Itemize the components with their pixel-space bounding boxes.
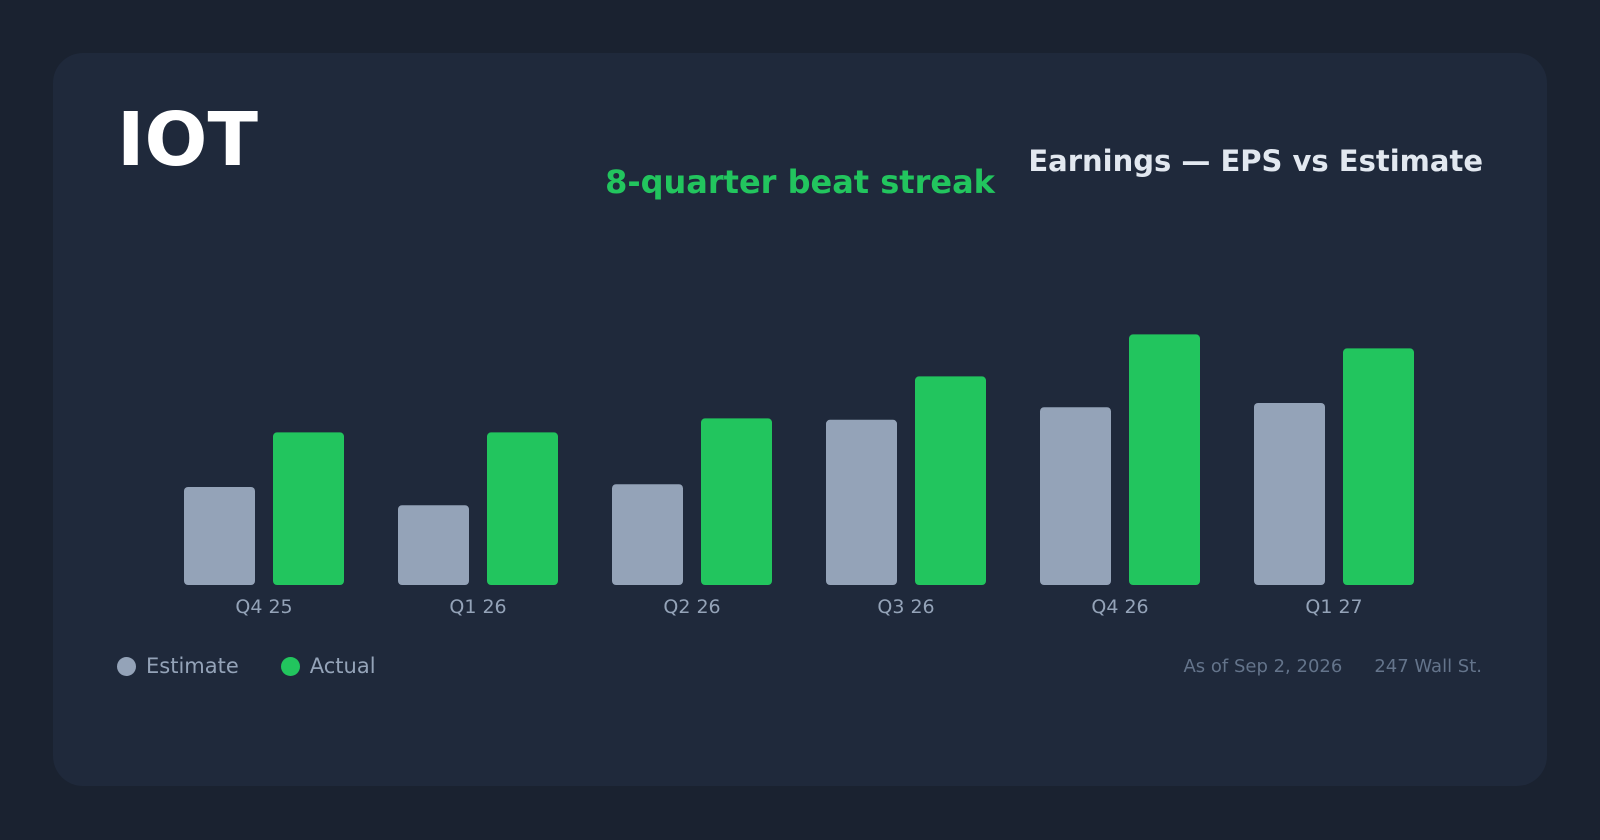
legend-swatch-actual <box>280 656 300 676</box>
chart-footer: As of Sep 2, 2026 247 Wall St. <box>1183 656 1482 677</box>
x-tick-label: Q1 27 <box>1305 596 1362 618</box>
x-tick-label: Q3 26 <box>877 596 934 618</box>
chart-legend: Estimate Actual <box>117 654 418 678</box>
bar-estimate-q1-27 <box>1254 403 1325 585</box>
x-tick-label: Q4 26 <box>1091 596 1148 618</box>
chart-title: Earnings — EPS vs Estimate <box>1028 144 1483 178</box>
legend-swatch-estimate <box>117 656 136 676</box>
ticker-symbol: IOT <box>117 97 258 183</box>
x-tick-label: Q4 25 <box>235 596 292 618</box>
bar-estimate-q2-26 <box>612 484 683 585</box>
chart-subtitle: 8-quarter beat streak <box>605 163 995 201</box>
bar-actual-q4-26 <box>1129 334 1200 585</box>
legend-label-actual: Actual <box>309 654 376 678</box>
bar-estimate-q4-26 <box>1040 407 1111 585</box>
bar-actual-q1-26 <box>487 432 558 585</box>
source-credit: 247 Wall St. <box>1374 656 1482 677</box>
legend-item-actual: Actual <box>280 654 376 678</box>
legend-label-estimate: Estimate <box>146 654 239 678</box>
bar-actual-q1-27 <box>1343 348 1414 585</box>
bar-actual-q3-26 <box>915 376 986 585</box>
bar-estimate-q1-26 <box>398 505 469 585</box>
bar-estimate-q3-26 <box>826 419 897 585</box>
legend-item-estimate: Estimate <box>117 654 239 678</box>
as-of-date: As of Sep 2, 2026 <box>1183 656 1343 677</box>
x-tick-label: Q1 26 <box>449 596 506 618</box>
bar-actual-q2-26 <box>701 418 772 585</box>
bar-estimate-q4-25 <box>184 487 255 585</box>
x-tick-label: Q2 26 <box>663 596 720 618</box>
bar-actual-q4-25 <box>273 432 344 585</box>
